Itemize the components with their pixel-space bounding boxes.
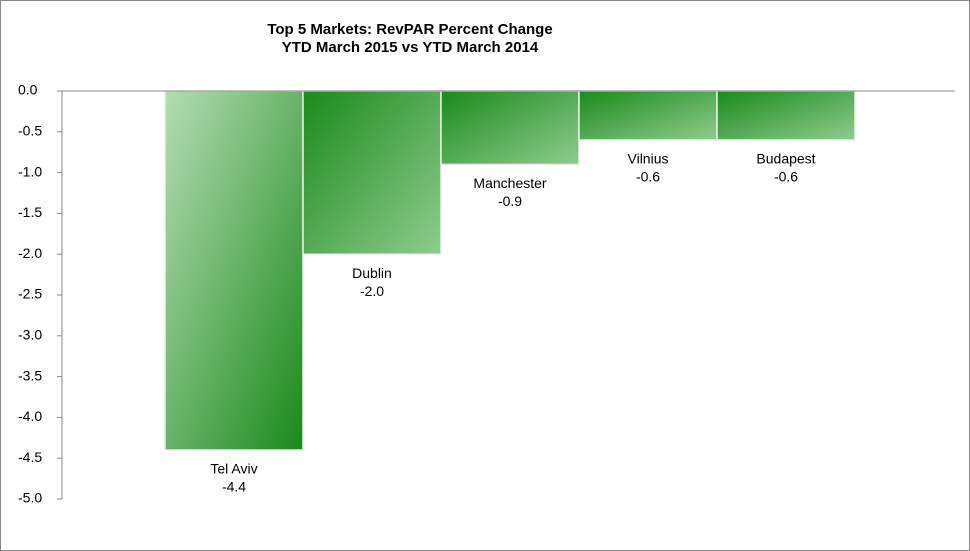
category-label: Tel Aviv <box>210 461 257 477</box>
value-label: -0.6 <box>774 169 798 185</box>
bar <box>578 90 718 141</box>
y-tick-label: -3.5 <box>18 367 42 383</box>
chart-subtitle: YTD March 2015 vs YTD March 2014 <box>282 39 539 56</box>
category-label: Manchester <box>473 175 546 191</box>
bar <box>302 90 442 255</box>
category-label: Budapest <box>756 151 815 167</box>
y-tick-label: -5.0 <box>18 490 42 506</box>
y-tick-label: -3.0 <box>18 327 42 343</box>
y-tick-label: -0.5 <box>18 123 42 139</box>
y-tick-label: -4.5 <box>18 449 42 465</box>
y-tick-label: -2.0 <box>18 245 42 261</box>
value-label: -0.6 <box>636 169 660 185</box>
value-label: -4.4 <box>222 479 246 495</box>
y-tick-label: -2.5 <box>18 286 42 302</box>
value-label: -2.0 <box>360 283 384 299</box>
category-label: Dublin <box>352 265 392 281</box>
chart-title: Top 5 Markets: RevPAR Percent Change <box>267 21 552 38</box>
bar <box>164 90 304 451</box>
bar <box>440 90 580 166</box>
bar <box>716 90 856 141</box>
y-tick-label: 0.0 <box>18 82 38 98</box>
y-tick-label: -1.0 <box>18 163 42 179</box>
value-label: -0.9 <box>498 193 522 209</box>
y-tick-label: -4.0 <box>18 408 42 424</box>
y-tick-label: -1.5 <box>18 204 42 220</box>
category-label: Vilnius <box>628 151 669 167</box>
